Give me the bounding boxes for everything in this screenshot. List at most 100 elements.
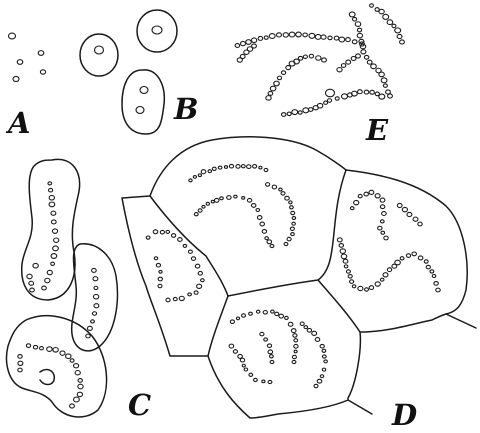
coccus-d (411, 251, 417, 257)
coccus-d (190, 256, 197, 261)
coccus-e (297, 55, 304, 61)
label-a: A (5, 106, 31, 140)
coccus-e (399, 39, 405, 45)
coccus-e (323, 100, 329, 105)
coccus-e (285, 64, 292, 71)
coccus-d (264, 236, 269, 241)
coccus-d (429, 269, 435, 274)
coccus-d (278, 313, 285, 319)
coccus-d (267, 379, 273, 385)
coccus-e (348, 11, 356, 18)
coccus-c (17, 367, 23, 373)
coccus-d (336, 237, 343, 243)
capsule-b1 (79, 33, 119, 77)
coccus-d (288, 200, 293, 205)
coccus-d (271, 184, 278, 190)
coccus-e (366, 59, 373, 65)
coccus-d (259, 331, 265, 337)
coccus-d (291, 221, 296, 226)
coccus-d (293, 349, 298, 354)
coccus-e (369, 3, 374, 8)
coccus-d (394, 259, 401, 266)
coccus-d (248, 311, 253, 316)
coccus-e (288, 31, 296, 38)
coccus-e (350, 55, 357, 62)
coccus-d (233, 194, 238, 199)
coccus-d (357, 285, 364, 292)
coccus-d (240, 313, 247, 318)
coccus-e (355, 53, 361, 59)
coccus-d (268, 354, 274, 359)
coccus-e (286, 111, 292, 117)
coccus-e (363, 54, 370, 60)
coccus-d (197, 208, 203, 213)
coccus-e (326, 98, 333, 103)
coccus-c (46, 346, 53, 352)
coccus-d (201, 204, 206, 209)
coccus-d (261, 229, 268, 234)
coccus-d (235, 164, 241, 169)
coccus-d (323, 359, 328, 364)
coccus-c (53, 237, 60, 243)
coccus-d (269, 243, 275, 249)
coccus-e (354, 21, 362, 27)
coccus-e (358, 38, 365, 45)
coccus-d (269, 359, 275, 365)
coccus-e (282, 32, 289, 38)
tissue-outline (121, 136, 468, 419)
coccus-d (363, 191, 369, 197)
coccus-d (194, 263, 201, 269)
coccus-c (44, 277, 51, 284)
coccus-e (334, 96, 340, 101)
coccus-d (263, 337, 269, 342)
coccus-b3b (135, 105, 145, 115)
coccus-d (241, 196, 246, 200)
coccus-d (284, 195, 290, 201)
coccus-c (47, 181, 53, 186)
coccus-a (12, 75, 20, 83)
coccus-d (425, 264, 431, 270)
coccus-d (303, 325, 309, 330)
coccus-e (273, 80, 280, 87)
coccus-e (380, 77, 388, 84)
coccus-e (308, 32, 316, 39)
coccus-e (378, 93, 386, 100)
coccus-d (264, 182, 271, 187)
coccus-c (72, 362, 80, 369)
coccus-c (69, 403, 75, 409)
coccus-d (217, 165, 223, 170)
coccus-d (192, 174, 198, 179)
coccus-e (307, 107, 314, 112)
mass-c2 (70, 243, 119, 352)
coccus-d (345, 269, 351, 274)
coccus-d (246, 197, 253, 203)
coccus-d (283, 241, 289, 247)
coccus-c (72, 396, 80, 403)
coccus-c (41, 285, 47, 291)
coccus-d (290, 328, 297, 334)
coccus-e (251, 43, 257, 49)
coccus-e (302, 107, 310, 114)
coccus-d (263, 167, 269, 173)
coccus-d (280, 191, 286, 196)
coccus-d (319, 374, 325, 379)
coccus-c (29, 287, 35, 293)
coccus-d (187, 249, 193, 254)
coccus-d (259, 221, 266, 227)
coccus-c (91, 311, 98, 316)
coccus-d (291, 359, 297, 365)
coccus-c (92, 276, 99, 282)
coccus-e (295, 31, 302, 38)
coccus-d (313, 383, 319, 389)
coccus-c (25, 343, 32, 348)
coccus-c (77, 377, 83, 383)
coccus-d (239, 357, 246, 363)
coccus-d (200, 169, 207, 175)
coccus-e (234, 43, 241, 48)
coccus-e (385, 89, 391, 95)
coccus-d (412, 216, 419, 222)
coccus-e (336, 66, 343, 73)
coccus-d (321, 348, 327, 353)
coccus-d (319, 343, 325, 349)
coccus-d (246, 164, 252, 170)
